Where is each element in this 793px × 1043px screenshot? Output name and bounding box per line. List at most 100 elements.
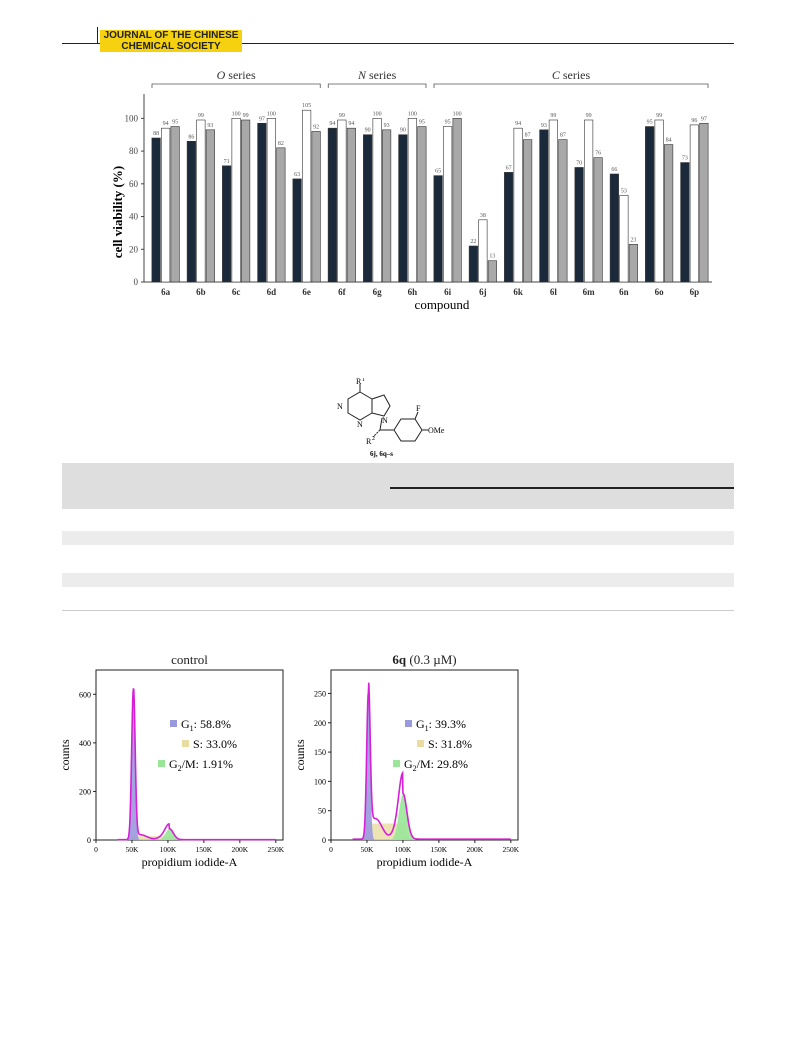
bar-value-label: 100 [408,111,417,117]
bar [452,118,462,283]
bar-value-label: 66 [611,167,617,173]
legend-label: S: 31.8% [428,737,472,751]
bar [628,244,638,283]
bar [468,245,478,283]
histogram-ylabel: counts [293,739,307,771]
bar-value-label: 76 [595,151,601,157]
bar [407,118,417,283]
r1-label: R [356,378,362,386]
table-header [62,463,734,509]
bar [266,118,276,283]
bar-value-label: 100 [232,111,241,117]
bar-value-label: 84 [666,138,672,144]
bar-value-label: 94 [348,121,354,127]
y-tick-label: 150 [314,748,326,757]
legend-swatch [405,720,412,727]
bar-value-label: 93 [207,123,213,129]
y-tick-label: 400 [79,739,91,748]
histogram-title: control [171,652,208,667]
series-brackets: O series N series C series [151,68,709,88]
bar-value-label: 22 [470,239,476,245]
x-tick-label: 6j [479,287,487,297]
n-atom-1: N [337,402,343,411]
y-tick-label: 200 [79,787,91,796]
bar-value-label: 90 [365,128,371,134]
x-tick-label: 200K [467,845,484,854]
bar-value-label: 93 [384,123,390,129]
x-tick-label: 6d [267,287,277,297]
series-label: N series [357,68,397,82]
journal-badge: JOURNAL OF THE CHINESE CHEMICAL SOCIETY [100,30,242,52]
histogram-xlabel: propidium iodide-A [142,855,238,869]
bar [222,165,232,283]
y-tick-label: 80 [129,146,139,156]
bar-chart-xlabel: compound [415,297,470,312]
bar [346,127,356,283]
y-tick-label: 50 [318,807,326,816]
bar-value-label: 13 [489,254,495,260]
bar [241,119,251,283]
legend-label: G1: 58.8% [181,717,231,733]
bar-value-label: 99 [550,113,556,119]
bar [205,129,215,283]
legend-swatch [393,760,400,767]
bar-value-label: 70 [576,160,582,166]
bar [487,260,497,283]
table-row-shade [62,573,734,587]
bar-value-label: 94 [329,121,335,127]
bar-value-label: 95 [647,120,653,126]
series-bracket [151,83,321,88]
x-tick-label: 6g [373,287,383,297]
y-tick-label: 100 [314,777,326,786]
total-histogram-line [117,687,276,841]
bar [186,140,196,283]
bar-value-label: 38 [480,213,486,219]
bar-value-label: 92 [313,124,319,130]
bar [619,194,629,283]
bar-chart-ylabel: cell viability (%) [110,166,125,258]
series-bracket [327,83,427,88]
bar-value-label: 95 [419,120,425,126]
y-tick-label: 60 [129,179,139,189]
bar [292,178,302,283]
bar-value-label: 53 [621,188,627,194]
series-bracket [433,83,709,88]
bar-value-label: 99 [656,113,662,119]
r1-sup: 1 [362,378,365,383]
bar [257,122,267,283]
compound-structure: R 1 N N N R 2 F OMe 6j, 6q–s [337,378,445,458]
bar [151,137,161,283]
bar-value-label: 86 [188,134,194,140]
bar [609,173,619,283]
legend-swatch [158,760,165,767]
plot-frame [330,669,519,841]
bar [558,139,568,283]
bar [398,134,408,283]
viability-bar-chart: O series N series C series 0 20 40 60 80 100 6a 6… [110,68,712,312]
x-tick-label: 250K [502,845,519,854]
x-tick-label: 50K [361,845,375,854]
g1-phase-area [124,689,143,840]
g2m-phase-area [392,794,416,840]
bar [574,167,584,283]
r2-label: R [366,437,372,446]
bar-value-label: 87 [560,133,566,139]
plot-frame [95,669,284,841]
x-tick-label: 100K [395,845,412,854]
y-tick-label: 200 [314,719,326,728]
bar-value-label: 94 [515,121,521,127]
x-tick-label: 6h [408,287,418,297]
x-tick-label: 6m [583,287,596,297]
y-tick-label: 20 [129,244,139,254]
bar [539,129,549,283]
x-tick-label: 150K [431,845,448,854]
bar-value-label: 90 [400,128,406,134]
bar-value-label: 97 [701,116,707,122]
x-tick-label: 250K [267,845,284,854]
journal-name-line1: JOURNAL OF THE CHINESE [103,30,239,41]
x-tick-label: 50K [126,845,140,854]
legend-swatch [182,740,189,747]
fluorine-label: F [416,404,421,413]
y-tick-label: 250 [314,689,326,698]
x-tick-label: 200K [232,845,249,854]
